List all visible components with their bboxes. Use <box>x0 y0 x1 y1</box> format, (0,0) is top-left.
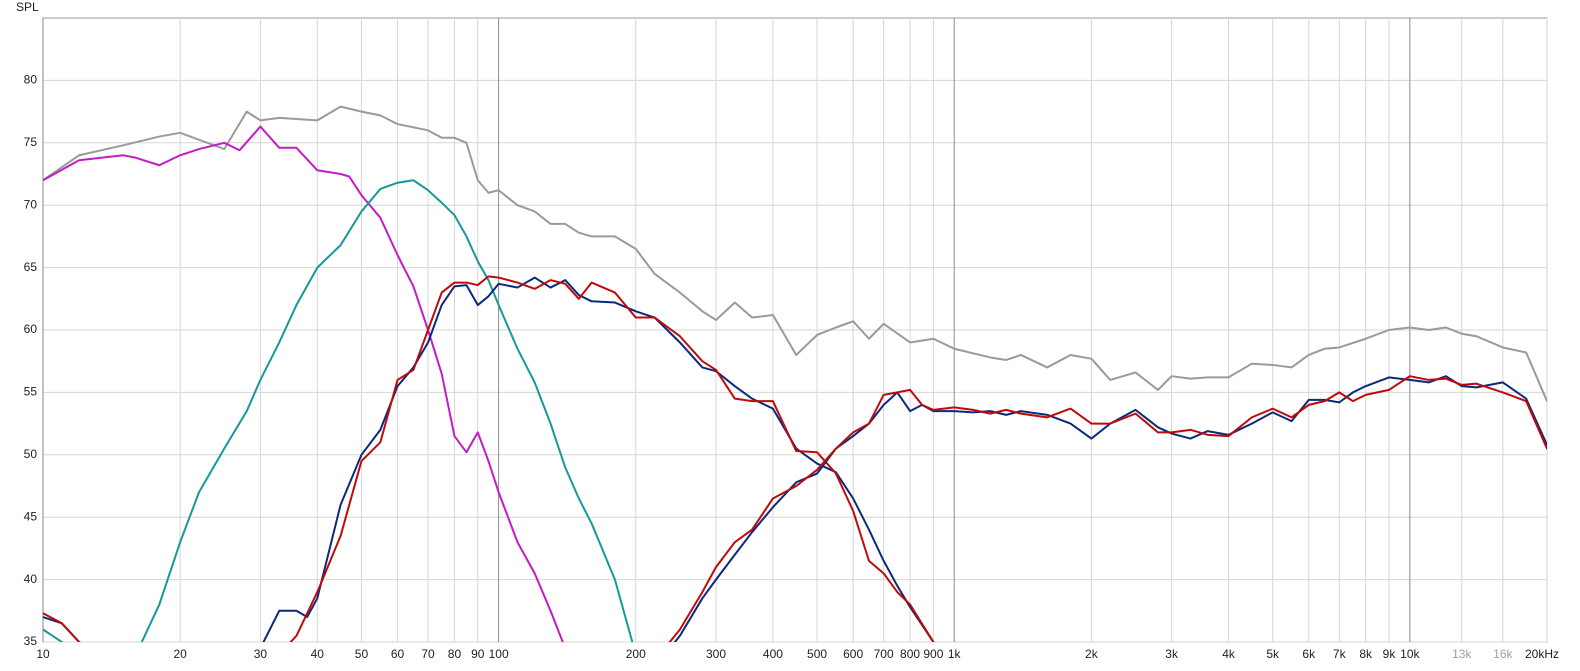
y-tick-label: 55 <box>24 385 38 399</box>
x-tick-label: 13k <box>1452 647 1472 661</box>
x-tick-label: 3k <box>1165 647 1179 661</box>
x-tick-label: 20 <box>173 647 187 661</box>
x-tick-label: 70 <box>421 647 435 661</box>
x-tick-label: 10k <box>1400 647 1420 661</box>
y-tick-label: 70 <box>24 197 38 211</box>
x-tick-label: 1k <box>948 647 962 661</box>
y-axis-label: SPL <box>16 0 39 14</box>
y-tick-label: 40 <box>24 572 38 586</box>
grid-group <box>42 18 1548 643</box>
response-curve <box>43 179 634 642</box>
x-tick-label: 800 <box>900 647 920 661</box>
x-tick-label: 30 <box>254 647 268 661</box>
x-tick-label: 8k <box>1359 647 1373 661</box>
x-tick-label: 9k <box>1383 647 1397 661</box>
response-curve <box>673 375 1547 642</box>
x-tick-label: 10 <box>36 647 50 661</box>
x-tick-label: 20kHz <box>1525 647 1559 661</box>
y-tick-label: 60 <box>24 322 38 336</box>
x-tick-label: 6k <box>1302 647 1316 661</box>
y-tick-label: 75 <box>24 135 38 149</box>
x-tick-label: 4k <box>1222 647 1236 661</box>
x-tick-label: 2k <box>1085 647 1099 661</box>
y-tick-label: 35 <box>24 634 38 648</box>
response-curve <box>43 105 1547 403</box>
x-tick-label: 700 <box>874 647 894 661</box>
x-tick-label: 16k <box>1493 647 1513 661</box>
response-curve <box>43 125 564 642</box>
x-tick-label: 900 <box>923 647 943 661</box>
x-tick-label: 500 <box>807 647 827 661</box>
x-tick-label: 100 <box>489 647 509 661</box>
x-tick-label: 80 <box>448 647 462 661</box>
x-tick-label: 300 <box>706 647 726 661</box>
y-tick-label: 50 <box>24 447 38 461</box>
x-tick-label: 60 <box>391 647 405 661</box>
x-tick-label: 40 <box>311 647 325 661</box>
x-tick-label: 600 <box>843 647 863 661</box>
response-curve <box>668 375 1547 642</box>
y-tick-label: 80 <box>24 73 38 87</box>
x-tick-label: 400 <box>763 647 783 661</box>
curve-group <box>43 105 1547 642</box>
response-curve <box>43 275 935 642</box>
y-tick-label: 45 <box>24 509 38 523</box>
x-tick-label: 90 <box>471 647 485 661</box>
x-tick-label: 5k <box>1266 647 1280 661</box>
y-tick-label: 65 <box>24 260 38 274</box>
response-curve <box>43 276 935 642</box>
x-tick-label: 7k <box>1333 647 1347 661</box>
x-tick-label: 50 <box>355 647 369 661</box>
x-tick-label: 200 <box>626 647 646 661</box>
